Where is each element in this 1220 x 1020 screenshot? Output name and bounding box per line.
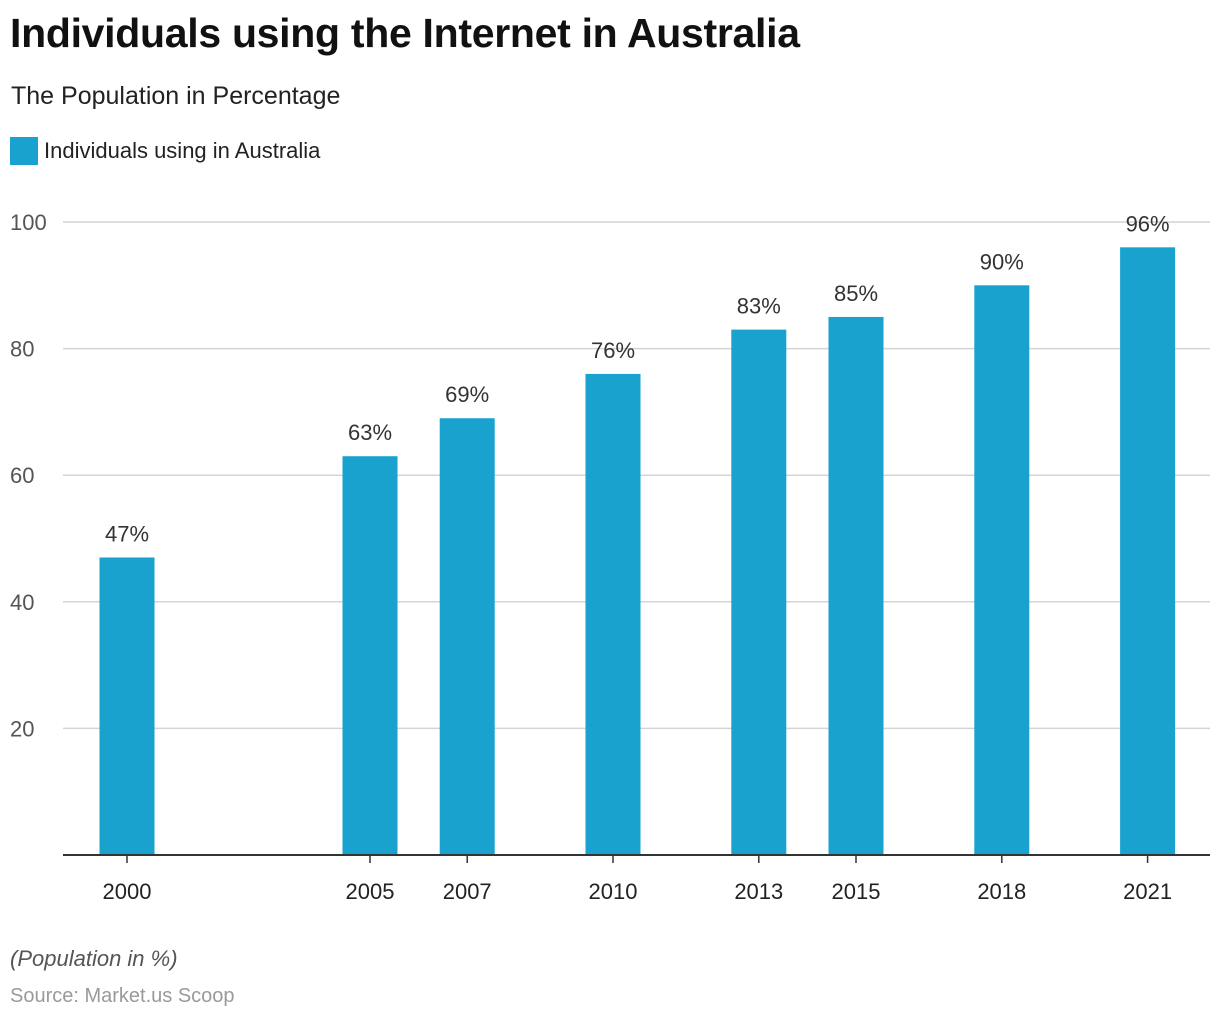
y-tick-label: 60 — [10, 463, 34, 488]
bar — [828, 316, 884, 855]
bar — [99, 557, 155, 855]
bar — [439, 418, 495, 855]
x-tick-label: 2018 — [977, 879, 1026, 904]
legend-swatch — [10, 137, 38, 165]
x-tick-label: 2010 — [589, 879, 638, 904]
x-tick-label: 2021 — [1123, 879, 1172, 904]
footnote: (Population in %) — [10, 946, 178, 971]
data-label: 69% — [445, 382, 489, 407]
bar-chart: 20 40 60 80 100 47% 2000 63% 2005 69% 2007 76% 2010 8… — [10, 210, 1210, 904]
bar — [1120, 247, 1176, 855]
data-label: 63% — [348, 420, 392, 445]
x-tick-label: 2000 — [103, 879, 152, 904]
data-label: 85% — [834, 281, 878, 306]
chart-subtitle: The Population in Percentage — [11, 82, 341, 110]
y-tick-label: 40 — [10, 590, 34, 615]
x-tick-label: 2007 — [443, 879, 492, 904]
data-label: 47% — [105, 521, 149, 546]
bar — [974, 285, 1030, 855]
data-label: 76% — [591, 338, 635, 363]
bar — [731, 329, 787, 855]
bar — [342, 456, 398, 855]
chart-title: Individuals using the Internet in Austra… — [10, 10, 800, 56]
x-tick-label: 2005 — [346, 879, 395, 904]
legend: Individuals using in Australia — [10, 137, 320, 165]
legend-label: Individuals using in Australia — [44, 138, 321, 163]
x-tick-label: 2013 — [734, 879, 783, 904]
y-tick-label: 20 — [10, 716, 34, 741]
data-label: 96% — [1126, 211, 1170, 236]
bar — [585, 373, 641, 855]
source-note: Source: Market.us Scoop — [10, 985, 235, 1007]
y-tick-label: 100 — [10, 210, 47, 235]
data-label: 83% — [737, 294, 781, 319]
data-label: 90% — [980, 249, 1024, 274]
y-tick-label: 80 — [10, 337, 34, 362]
x-tick-label: 2015 — [832, 879, 881, 904]
